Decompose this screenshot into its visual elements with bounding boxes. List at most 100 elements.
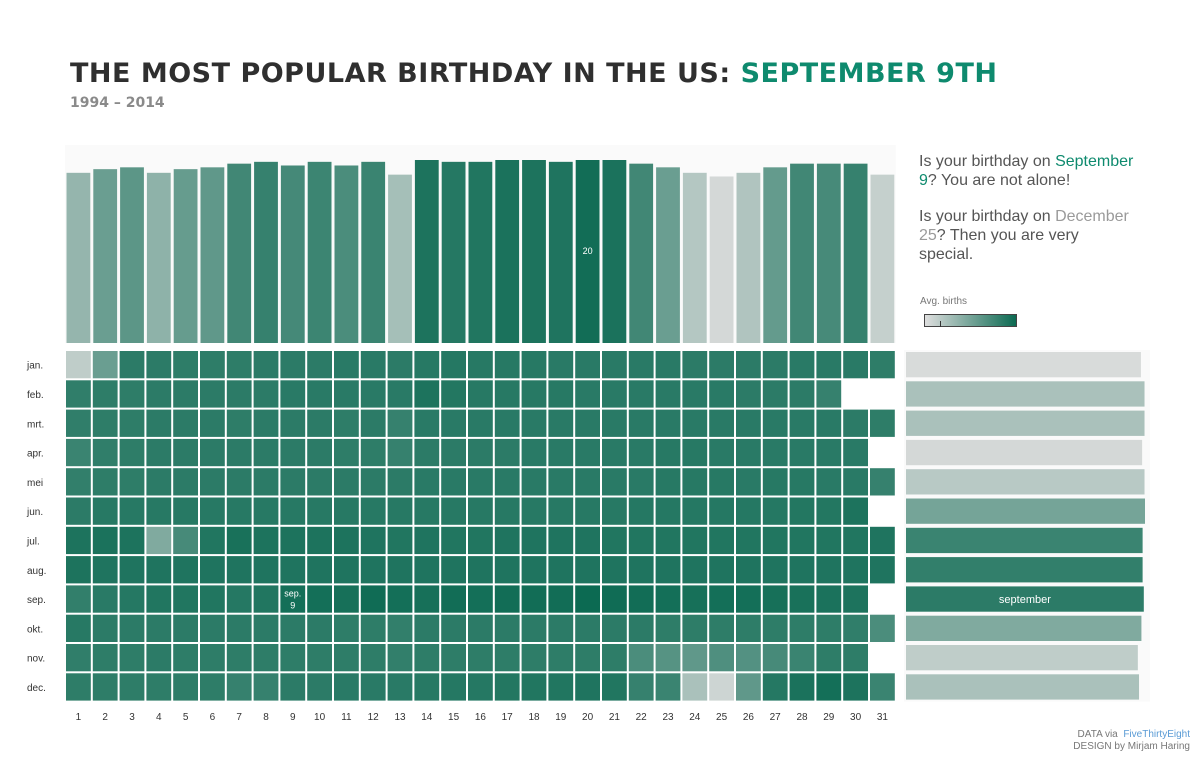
- heatmap-cell: [173, 526, 198, 555]
- heatmap-cell: [655, 644, 681, 672]
- heatmap-cell: [387, 497, 413, 525]
- heatmap-cell: [307, 556, 332, 584]
- heatmap-cell: [441, 556, 466, 584]
- heatmap-cell: [441, 673, 466, 701]
- heatmap-cell: [494, 556, 520, 584]
- heatmap-cell: [843, 351, 868, 379]
- heatmap-cell: [602, 556, 627, 584]
- heatmap-cell: [602, 614, 627, 642]
- heatmap-cell: [119, 556, 145, 584]
- month-bar-apr: [906, 439, 1143, 466]
- heatmap-cell: [736, 614, 761, 642]
- heatmap-cell: [843, 438, 868, 467]
- heatmap-cell: [709, 497, 734, 525]
- day-tick-label: 17: [502, 712, 514, 723]
- title-prefix: THE MOST POPULAR BIRTHDAY IN THE US:: [70, 58, 731, 89]
- month-tick-label: okt.: [27, 624, 43, 635]
- heatmap-cell: [226, 556, 252, 584]
- highlight-cell-day: 9: [290, 600, 295, 610]
- data-source-link[interactable]: FiveThirtyEight: [1123, 729, 1190, 740]
- legend-color-scale: [924, 314, 1017, 327]
- heatmap-cell: [441, 585, 466, 613]
- day-tick-label: 5: [183, 712, 189, 723]
- heatmap-cell: [146, 644, 172, 672]
- heatmap-cell: [441, 644, 466, 672]
- day-bar-label: 20: [583, 246, 593, 256]
- heatmap-cell: [200, 644, 225, 672]
- heatmap-cell: [387, 585, 413, 613]
- heatmap-cell: [66, 497, 91, 525]
- day-bar-26: [736, 172, 761, 343]
- day-bar-20: [575, 160, 600, 343]
- heatmap-cell: [280, 526, 306, 555]
- heatmap-cell: [548, 497, 574, 525]
- heatmap-cell: [173, 585, 198, 613]
- heatmap-cell: [521, 438, 547, 467]
- month-bar-nov: [906, 645, 1138, 671]
- heatmap-cell: [682, 673, 708, 701]
- heatmap-cell: [762, 673, 788, 701]
- heatmap-cell: [762, 468, 788, 496]
- heatmap-cell: [468, 644, 493, 672]
- heatmap-cell: [655, 468, 681, 496]
- heatmap-cell: [548, 556, 574, 584]
- heatmap-cell: [307, 526, 332, 555]
- heatmap-cell: [200, 409, 225, 437]
- heatmap-cell: [387, 614, 413, 642]
- heatmap-cell: [575, 614, 600, 642]
- heatmap-cell: [146, 497, 172, 525]
- heatmap-cell: [602, 468, 627, 496]
- heatmap-cell: [494, 673, 520, 701]
- month-bar-feb: [906, 381, 1145, 407]
- day-bar-28: [790, 163, 814, 343]
- month-tick-label: nov.: [27, 654, 45, 665]
- day-tick-label: 7: [236, 712, 242, 723]
- month-bar-jan: [906, 352, 1141, 378]
- day-bar-6: [200, 167, 225, 343]
- heatmap-cell: [816, 438, 842, 467]
- heatmap-cell: [521, 468, 547, 496]
- heatmap-cell: [521, 673, 547, 701]
- heatmap-cell: [280, 409, 306, 437]
- heatmap-cell: [628, 585, 654, 613]
- heatmap-cell: [521, 585, 547, 613]
- heatmap-cell: [307, 644, 332, 672]
- heatmap-cell: [441, 497, 466, 525]
- heatmap-cell: [682, 409, 708, 437]
- heatmap-cell: [843, 409, 868, 437]
- day-bar-16: [468, 161, 493, 343]
- heatmap-cell: [762, 526, 788, 555]
- heatmap-cell: [119, 644, 145, 672]
- heatmap-cell: [280, 673, 306, 701]
- heatmap-cell: [843, 497, 868, 525]
- heatmap-cell: [736, 468, 761, 496]
- heatmap-cell: [521, 644, 547, 672]
- day-tick-label: 18: [528, 712, 540, 723]
- heatmap-cell: [253, 526, 279, 555]
- heatmap-cell: [521, 614, 547, 642]
- heatmap-cell: [92, 673, 118, 701]
- day-bar-18: [522, 160, 546, 343]
- heatmap-cell: [789, 409, 815, 437]
- heatmap-cell: [736, 556, 761, 584]
- month-tick-label: jan.: [26, 361, 43, 372]
- heatmap-cell: [816, 585, 842, 613]
- heatmap-cell: [387, 556, 413, 584]
- heatmap-cell: [548, 644, 574, 672]
- heatmap-cell: [575, 644, 600, 672]
- heatmap-cell: [709, 468, 734, 496]
- heatmap-cell: [816, 526, 842, 555]
- heatmap-cell: [762, 351, 788, 379]
- heatmap-cell: [226, 526, 252, 555]
- heatmap-cell: [226, 468, 252, 496]
- heatmap-cell: [736, 526, 761, 555]
- heatmap-cell: [494, 409, 520, 437]
- heatmap-cell: [414, 644, 440, 672]
- heatmap-cell: [66, 409, 91, 437]
- heatmap-cell: [200, 438, 225, 467]
- heatmap-cell: [200, 673, 225, 701]
- day-bar-10: [307, 161, 332, 343]
- day-tick-label: 30: [850, 712, 862, 723]
- heatmap-cell: [414, 438, 440, 467]
- heatmap-cell: [870, 556, 895, 584]
